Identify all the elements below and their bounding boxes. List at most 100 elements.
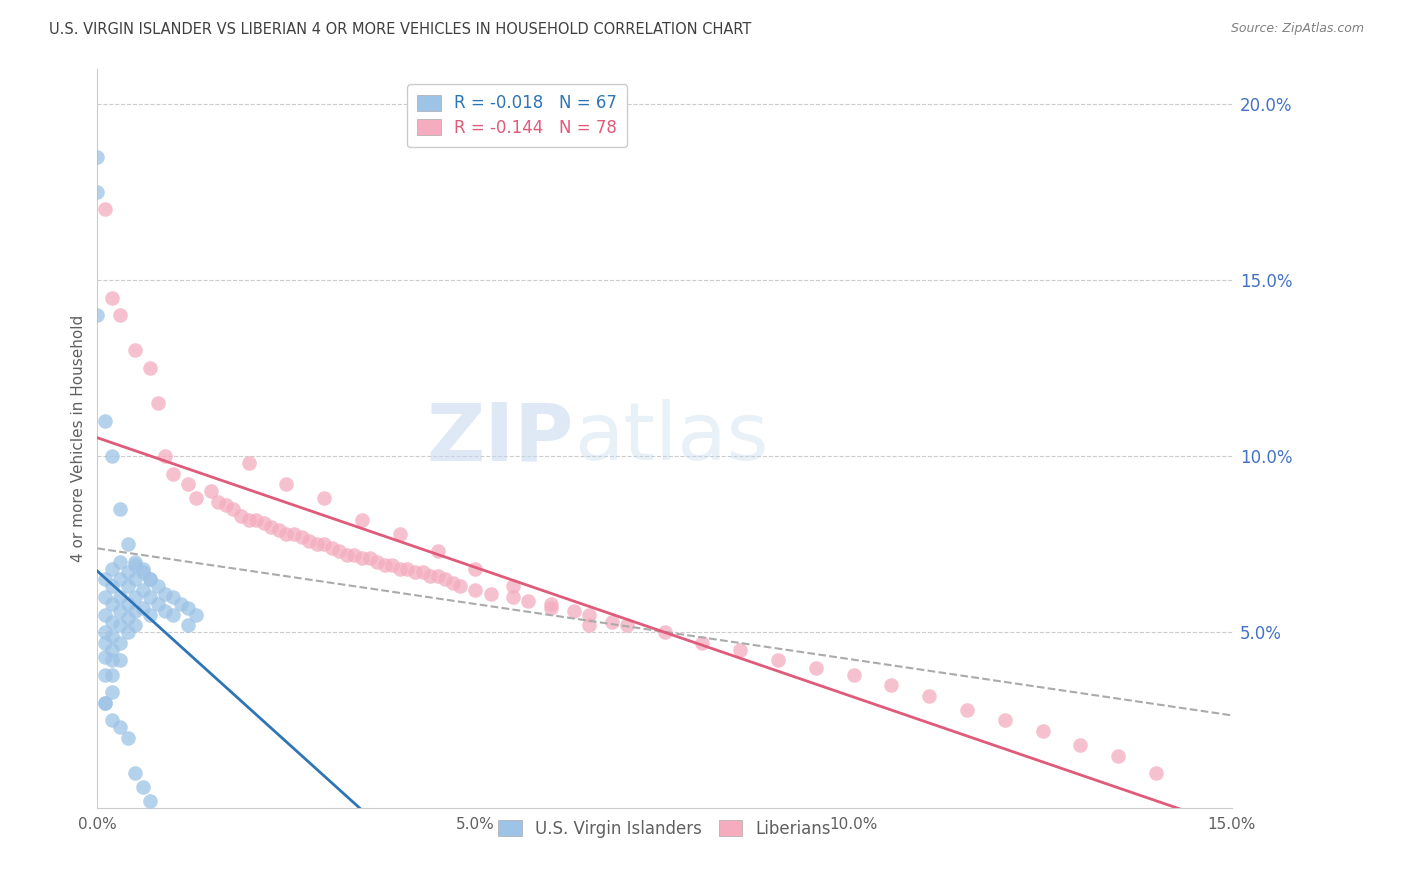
Point bbox=[253, 516, 276, 530]
Point bbox=[880, 678, 903, 692]
Point bbox=[177, 477, 200, 491]
Point bbox=[117, 625, 139, 640]
Point bbox=[321, 541, 343, 555]
Point bbox=[124, 573, 146, 587]
Point bbox=[502, 579, 524, 593]
Point bbox=[267, 523, 290, 537]
Point bbox=[804, 660, 827, 674]
Point bbox=[162, 607, 184, 622]
Point bbox=[207, 495, 229, 509]
Point bbox=[124, 343, 146, 358]
Point bbox=[94, 414, 117, 428]
Point bbox=[139, 794, 162, 808]
Point bbox=[117, 611, 139, 625]
Point bbox=[177, 600, 200, 615]
Point bbox=[479, 586, 502, 600]
Point bbox=[426, 569, 449, 583]
Point bbox=[404, 566, 426, 580]
Point bbox=[162, 467, 184, 481]
Point bbox=[728, 643, 751, 657]
Point bbox=[578, 607, 600, 622]
Point bbox=[343, 548, 366, 562]
Point bbox=[117, 597, 139, 611]
Point bbox=[124, 555, 146, 569]
Point bbox=[124, 766, 146, 780]
Point bbox=[517, 593, 540, 607]
Point bbox=[464, 582, 486, 597]
Point bbox=[215, 499, 238, 513]
Point bbox=[108, 618, 131, 632]
Point bbox=[245, 512, 267, 526]
Point bbox=[419, 569, 441, 583]
Point bbox=[600, 615, 623, 629]
Point bbox=[388, 562, 411, 576]
Point bbox=[238, 512, 260, 526]
Point bbox=[238, 456, 260, 470]
Point bbox=[276, 477, 298, 491]
Point bbox=[540, 600, 562, 615]
Point bbox=[108, 502, 131, 516]
Text: Source: ZipAtlas.com: Source: ZipAtlas.com bbox=[1230, 22, 1364, 36]
Point bbox=[139, 573, 162, 587]
Point bbox=[177, 618, 200, 632]
Point bbox=[298, 533, 321, 548]
Point bbox=[283, 526, 305, 541]
Point bbox=[229, 508, 252, 523]
Point bbox=[350, 512, 373, 526]
Point bbox=[94, 590, 117, 604]
Point bbox=[426, 544, 449, 558]
Point bbox=[117, 537, 139, 551]
Point bbox=[540, 597, 562, 611]
Point bbox=[366, 555, 388, 569]
Point bbox=[654, 625, 676, 640]
Y-axis label: 4 or more Vehicles in Household: 4 or more Vehicles in Household bbox=[72, 315, 86, 562]
Point bbox=[94, 202, 117, 217]
Point bbox=[388, 526, 411, 541]
Point bbox=[336, 548, 359, 562]
Point bbox=[108, 636, 131, 650]
Point bbox=[132, 582, 155, 597]
Point bbox=[449, 579, 471, 593]
Point bbox=[101, 714, 124, 728]
Point bbox=[184, 491, 207, 506]
Point bbox=[94, 607, 117, 622]
Point bbox=[94, 696, 117, 710]
Point bbox=[616, 618, 638, 632]
Point bbox=[842, 667, 865, 681]
Legend: U.S. Virgin Islanders, Liberians: U.S. Virgin Islanders, Liberians bbox=[492, 814, 838, 845]
Point bbox=[139, 361, 162, 376]
Point bbox=[86, 150, 108, 164]
Point bbox=[169, 597, 191, 611]
Point bbox=[86, 185, 108, 199]
Point bbox=[305, 537, 328, 551]
Point bbox=[1069, 738, 1091, 752]
Point bbox=[101, 449, 124, 463]
Point bbox=[918, 689, 941, 703]
Point bbox=[94, 696, 117, 710]
Point bbox=[124, 618, 146, 632]
Point bbox=[328, 544, 350, 558]
Point bbox=[184, 607, 207, 622]
Point bbox=[1144, 766, 1167, 780]
Point bbox=[108, 573, 131, 587]
Point bbox=[464, 562, 486, 576]
Point bbox=[117, 731, 139, 745]
Point bbox=[350, 551, 373, 566]
Point bbox=[396, 562, 419, 576]
Point bbox=[94, 625, 117, 640]
Point bbox=[132, 562, 155, 576]
Point bbox=[108, 555, 131, 569]
Point bbox=[994, 714, 1017, 728]
Point bbox=[139, 590, 162, 604]
Point bbox=[139, 573, 162, 587]
Point bbox=[956, 703, 979, 717]
Point bbox=[314, 491, 336, 506]
Point bbox=[359, 551, 381, 566]
Point bbox=[155, 604, 177, 618]
Point bbox=[101, 615, 124, 629]
Point bbox=[1107, 748, 1129, 763]
Point bbox=[94, 636, 117, 650]
Point bbox=[374, 558, 396, 573]
Point bbox=[146, 396, 169, 410]
Point bbox=[1032, 723, 1054, 738]
